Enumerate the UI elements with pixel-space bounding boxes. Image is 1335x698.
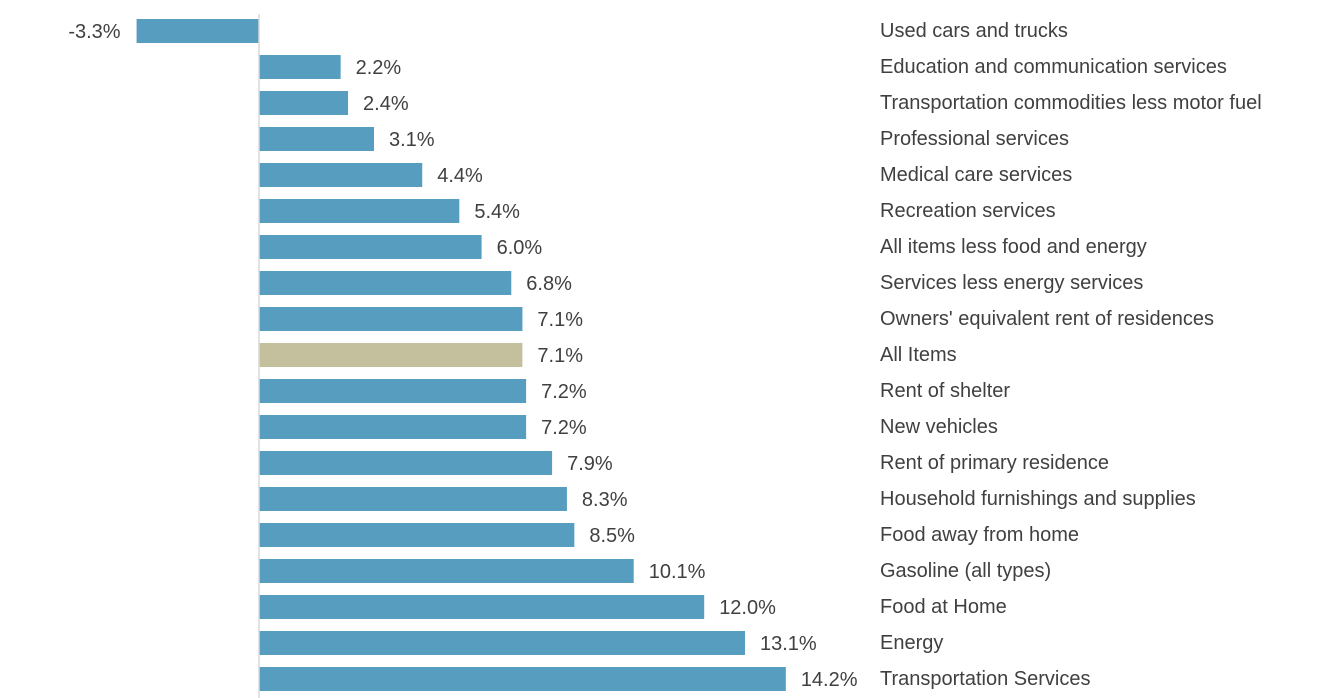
value-label-energy: 13.1%: [760, 633, 817, 655]
bar-household-furnishings-and-supplies: [259, 487, 567, 511]
bar-used-cars-and-trucks: [136, 19, 259, 43]
value-label-rent-of-shelter: 7.2%: [541, 381, 587, 403]
bar-recreation-services: [259, 199, 460, 223]
category-label-medical-care-services: Medical care services: [880, 164, 1072, 186]
bar-food-away-from-home: [259, 523, 575, 547]
bar-owners-equivalent-rent-of-residences: [259, 307, 523, 331]
value-label-all-items: 7.1%: [537, 345, 583, 367]
value-label-transportation-services: 14.2%: [801, 669, 858, 691]
category-label-professional-services: Professional services: [880, 128, 1069, 150]
bar-education-and-communication-services: [259, 55, 341, 79]
value-label-food-away-from-home: 8.5%: [589, 525, 635, 547]
bar-gasoline-all-types: [259, 559, 634, 583]
bar-professional-services: [259, 127, 375, 151]
bar-rent-of-shelter: [259, 379, 527, 403]
value-label-used-cars-and-trucks: -3.3%: [68, 21, 120, 43]
category-label-rent-of-shelter: Rent of shelter: [880, 380, 1010, 402]
value-label-owners-equivalent-rent-of-residences: 7.1%: [537, 309, 583, 331]
category-label-transportation-commodities-less-motor-fuel: Transportation commodities less motor fu…: [880, 92, 1262, 114]
bar-transportation-commodities-less-motor-fuel: [259, 91, 349, 115]
value-label-transportation-commodities-less-motor-fuel: 2.4%: [363, 93, 409, 115]
bar-new-vehicles: [259, 415, 527, 439]
category-label-all-items: All Items: [880, 344, 957, 366]
category-label-all-items-less-food-and-energy: All items less food and energy: [880, 236, 1147, 258]
bar-medical-care-services: [259, 163, 423, 187]
bar-energy: [259, 631, 746, 655]
bar-all-items: [259, 343, 523, 367]
value-label-all-items-less-food-and-energy: 6.0%: [497, 237, 543, 259]
bar-services-less-energy-services: [259, 271, 512, 295]
category-label-services-less-energy-services: Services less energy services: [880, 272, 1143, 294]
category-label-energy: Energy: [880, 632, 943, 654]
value-label-food-at-home: 12.0%: [719, 597, 776, 619]
bars-layer: [136, 19, 786, 691]
value-label-services-less-energy-services: 6.8%: [526, 273, 572, 295]
value-label-medical-care-services: 4.4%: [437, 165, 483, 187]
bar-food-at-home: [259, 595, 705, 619]
value-labels-layer: -3.3% 2.2% 2.4% 3.1%4.4% 5.4% 6.0% 6.8% 7.1% 7.1…: [68, 21, 857, 691]
category-label-transportation-services: Transportation Services: [880, 668, 1090, 690]
value-label-household-furnishings-and-supplies: 8.3%: [582, 489, 628, 511]
value-label-gasoline-all-types: 10.1%: [649, 561, 706, 583]
category-label-food-away-from-home: Food away from home: [880, 524, 1079, 546]
value-label-education-and-communication-services: 2.2%: [356, 57, 402, 79]
bar-rent-of-primary-residence: [259, 451, 553, 475]
bar-transportation-services: [259, 667, 786, 691]
value-label-professional-services: 3.1%: [389, 129, 435, 151]
category-label-food-at-home: Food at Home: [880, 596, 1007, 618]
value-label-new-vehicles: 7.2%: [541, 417, 587, 439]
category-label-education-and-communication-services: Education and communication services: [880, 56, 1227, 78]
value-label-rent-of-primary-residence: 7.9%: [567, 453, 613, 475]
bar-all-items-less-food-and-energy: [259, 235, 482, 259]
category-label-rent-of-primary-residence: Rent of primary residence: [880, 452, 1109, 474]
category-label-used-cars-and-trucks: Used cars and trucks: [880, 20, 1068, 42]
value-label-recreation-services: 5.4%: [474, 201, 520, 223]
category-label-owners-equivalent-rent-of-residences: Owners' equivalent rent of residences: [880, 308, 1214, 330]
category-labels-layer: Used cars and trucks Education and commun…: [880, 20, 1262, 690]
category-label-recreation-services: Recreation services: [880, 200, 1056, 222]
category-label-new-vehicles: New vehicles: [880, 416, 998, 438]
category-label-gasoline-all-types: Gasoline (all types): [880, 560, 1051, 582]
category-label-household-furnishings-and-supplies: Household furnishings and supplies: [880, 488, 1196, 510]
